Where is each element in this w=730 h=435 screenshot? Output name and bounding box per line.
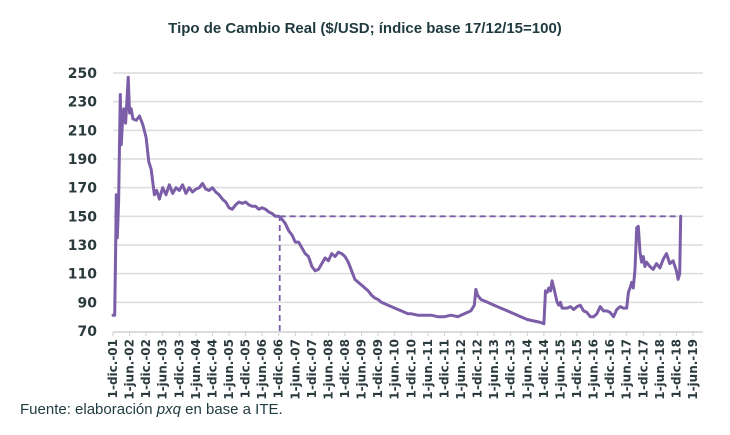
series-line	[111, 75, 683, 326]
x-tick-label: 1-dic.-16	[603, 339, 617, 398]
x-tick-label: 1-jun.-16	[587, 339, 601, 400]
gridlines	[113, 72, 703, 304]
source-italic: pxq	[156, 401, 181, 418]
y-axis-ticks: 70 90 110 130 150 170 190 210 230 250	[68, 66, 97, 340]
x-tick-label: 1-jun.-05	[222, 339, 236, 400]
y-tick-label: 90	[78, 295, 98, 311]
chart-title: Tipo de Cambio Real ($/USD; índice base …	[168, 20, 562, 37]
x-tick-label: 1-jun.-17	[620, 339, 634, 400]
source-prefix: Fuente: elaboración	[20, 401, 157, 418]
x-tick-label: 1-jun.-07	[288, 339, 302, 400]
x-tick-label: 1-jun.-06	[255, 339, 269, 400]
x-tick-label: 1-jun.-12	[454, 339, 468, 400]
x-tick-label: 1-dic.-07	[305, 339, 319, 398]
x-tick-label: 1-dic.-09	[371, 339, 385, 398]
x-tick-label: 1-jun.-15	[553, 339, 567, 400]
source-note: Fuente: elaboración pxq en base a ITE.	[20, 401, 283, 418]
series-lines	[111, 75, 683, 326]
y-tick-label: 170	[68, 181, 97, 197]
x-tick-label: 1-jun.-09	[355, 339, 369, 400]
x-tick-label: 1-dic.-15	[570, 339, 584, 398]
y-tick-label: 150	[68, 209, 97, 225]
x-tick-label: 1-dic.-02	[139, 339, 153, 398]
source-suffix: en base a ITE.	[180, 401, 283, 418]
y-tick-label: 70	[78, 324, 98, 340]
x-tick-label: 1-jun.-11	[421, 339, 435, 400]
x-tick-label: 1-jun.-03	[156, 339, 170, 400]
x-tick-label: 1-dic.-06	[272, 339, 286, 398]
y-tick-label: 250	[68, 66, 97, 82]
x-tick-label: 1-dic.-01	[106, 339, 120, 398]
x-tick-label: 1-jun.-18	[653, 339, 667, 400]
y-tick-label: 110	[68, 267, 97, 283]
x-tick-label: 1-dic.-14	[537, 339, 551, 398]
x-tick-label: 1-dic.-03	[172, 339, 186, 398]
x-tick-label: 1-jun.-08	[321, 339, 335, 400]
x-tick-label: 1-dic.-18	[669, 339, 683, 398]
x-tick-label: 1-dic.-08	[338, 339, 352, 398]
x-tick-label: 1-dic.-05	[239, 339, 253, 398]
x-tick-label: 1-dic.-17	[636, 339, 650, 398]
reference-lines	[278, 215, 681, 331]
y-tick-label: 210	[68, 123, 97, 139]
y-tick-label: 190	[68, 152, 97, 168]
y-tick-label: 230	[68, 95, 97, 111]
x-tick-label: 1-jun.-13	[487, 339, 501, 400]
x-tick-label: 1-jun.-02	[123, 339, 137, 400]
x-tick-label: 1-dic.-12	[471, 339, 485, 398]
x-tick-label: 1-dic.-04	[205, 339, 219, 398]
x-tick-label: 1-jun.-14	[520, 339, 534, 400]
x-tick-label: 1-dic.-10	[404, 339, 418, 398]
x-axis	[112, 331, 703, 336]
y-tick-label: 130	[68, 238, 97, 254]
x-axis-tick-labels: 1-dic.-01 1-jun.-02 1-dic.-02 1-jun.-03 1-di…	[106, 339, 700, 400]
x-tick-label: 1-jun.-04	[189, 339, 203, 400]
x-tick-label: 1-jun.-10	[388, 339, 402, 400]
x-tick-label: 1-dic.-13	[504, 339, 518, 398]
x-tick-label: 1-dic.-11	[437, 339, 451, 398]
x-tick-label: 1-jun.-19	[686, 339, 700, 400]
